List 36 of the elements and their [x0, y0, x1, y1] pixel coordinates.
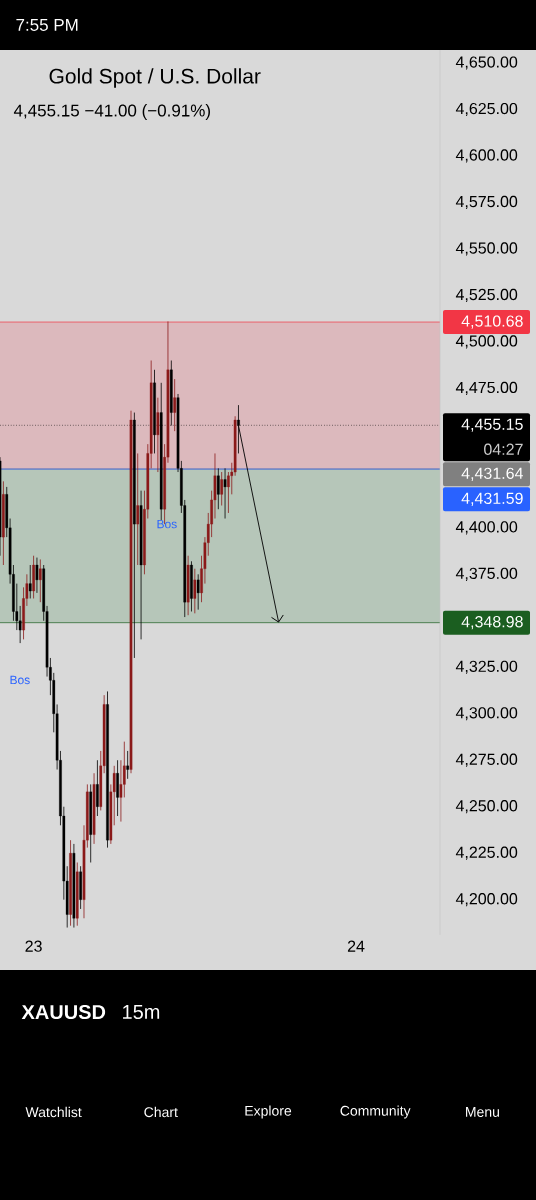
- text: Community: [340, 1105, 411, 1119]
- ref-line-label: 4,431.59: [461, 492, 523, 506]
- y-tick-label: 4,275.00: [455, 753, 518, 767]
- text: 7:55 PM: [16, 19, 78, 31]
- ref-line-label: 4,455.15: [461, 418, 523, 432]
- annotation: Bos: [10, 675, 30, 685]
- annotation: Bos: [157, 519, 177, 529]
- text: Gold Spot / U.S. Dollar: [49, 68, 261, 88]
- ref-line-label: 4,348.98: [461, 616, 523, 630]
- ref-line-label: 4,510.68: [461, 315, 523, 329]
- x-tick-label: 23: [25, 940, 42, 952]
- y-tick-label: 4,200.00: [455, 893, 518, 907]
- y-tick-label: 4,325.00: [455, 660, 518, 674]
- text: Menu: [466, 1107, 499, 1117]
- x-tick-label: 24: [347, 940, 365, 952]
- text: Chart: [144, 1106, 178, 1118]
- text: 04:27: [484, 443, 523, 455]
- y-tick-label: 4,575.00: [455, 195, 518, 210]
- text: XAUUSD: [21, 1004, 106, 1020]
- y-tick-label: 4,375.00: [455, 567, 518, 581]
- y-tick-label: 4,400.00: [455, 521, 518, 535]
- y-tick-label: 4,600.00: [455, 149, 518, 163]
- ref-line-label: 4,431.64: [461, 467, 523, 481]
- y-tick-label: 4,250.00: [455, 800, 518, 814]
- y-tick-label: 4,550.00: [455, 242, 518, 256]
- y-tick-label: 4,625.00: [455, 102, 518, 117]
- y-tick-label: 4,500.00: [455, 335, 518, 349]
- y-tick-label: 4,300.00: [455, 707, 518, 721]
- y-tick-label: 4,525.00: [455, 288, 518, 303]
- y-tick-label: 4,225.00: [455, 846, 518, 860]
- text: 15m: [123, 1005, 160, 1019]
- text: Watchlist: [25, 1106, 82, 1118]
- y-tick-label: 4,650.00: [455, 56, 518, 70]
- y-tick-label: 4,475.00: [455, 381, 518, 395]
- text: Explore: [245, 1105, 292, 1119]
- text: 4,455.15 −41.00 (−0.91%): [13, 104, 210, 120]
